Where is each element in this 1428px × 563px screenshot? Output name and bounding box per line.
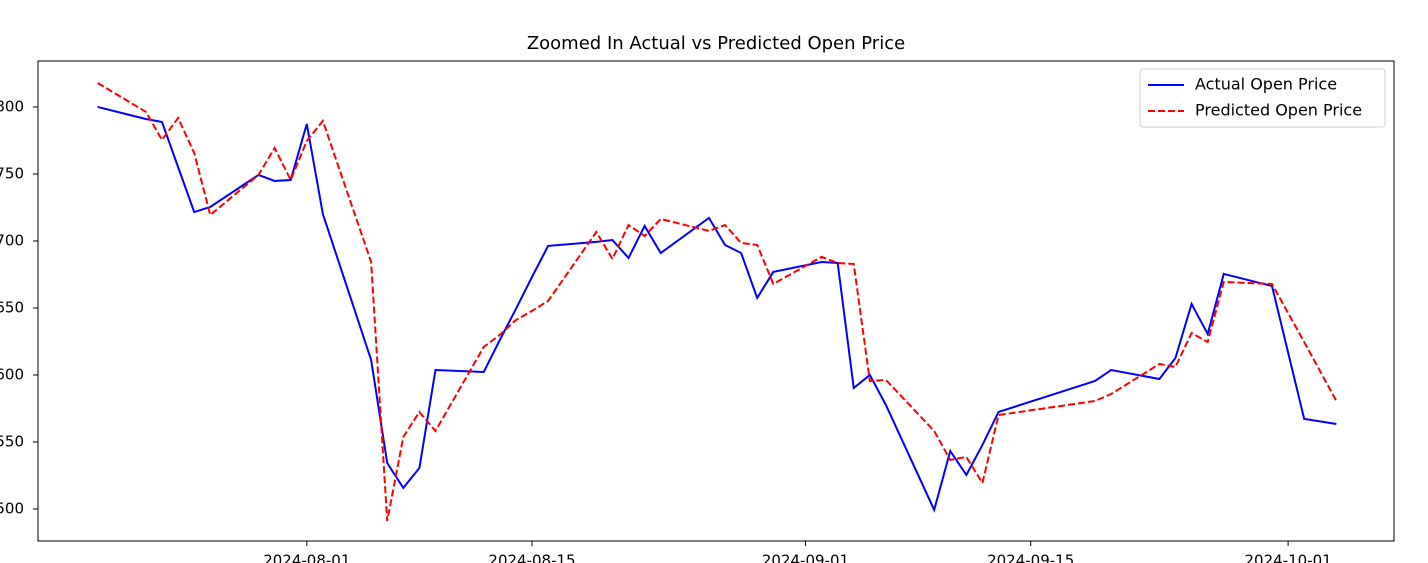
y-tick-label: 500 bbox=[0, 499, 24, 517]
y-tick-label: 600 bbox=[0, 365, 24, 383]
y-tick-label: 650 bbox=[0, 298, 24, 316]
data-line bbox=[97, 82, 1338, 522]
y-tick-label: 550 bbox=[0, 432, 24, 450]
legend-box bbox=[1139, 68, 1386, 128]
chart-title: Zoomed In Actual vs Predicted Open Price bbox=[527, 33, 905, 54]
data-line bbox=[97, 105, 1337, 513]
y-tick-label: 700 bbox=[0, 231, 24, 249]
x-tick-label: 2024-09-01 bbox=[762, 552, 849, 563]
x-tick-label: 2024-09-15 bbox=[987, 552, 1074, 563]
x-tick-label: 2024-10-01 bbox=[1245, 552, 1332, 563]
y-tick-label: 750 bbox=[0, 164, 24, 182]
legend-label: Predicted Open Price bbox=[1195, 101, 1362, 120]
x-tick-label: 2024-08-01 bbox=[263, 552, 350, 563]
x-tick-label: 2024-08-15 bbox=[488, 552, 575, 563]
legend-label: Actual Open Price bbox=[1195, 75, 1337, 94]
legend: Actual Open Price Predicted Open Price bbox=[1139, 68, 1386, 128]
plot-frame bbox=[37, 60, 1395, 542]
y-tick-label: 800 bbox=[0, 97, 24, 115]
